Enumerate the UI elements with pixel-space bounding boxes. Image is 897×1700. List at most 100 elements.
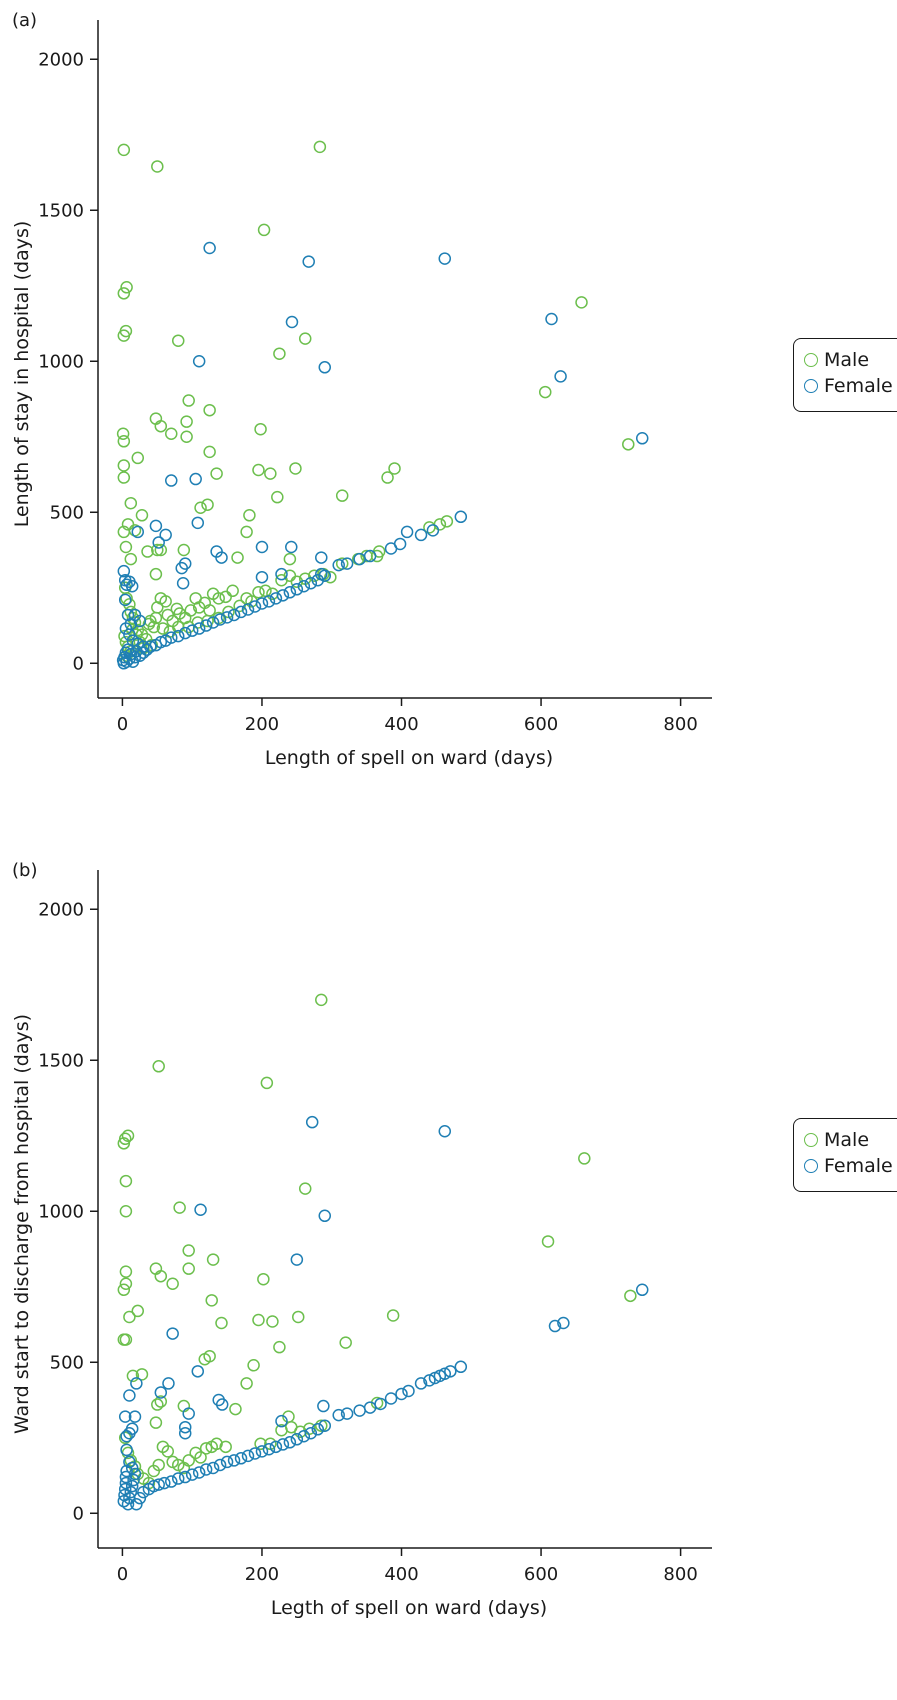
series-male	[117, 993, 637, 1490]
data-point-male	[120, 592, 133, 605]
data-point-female	[191, 516, 205, 530]
data-point-female	[199, 1463, 213, 1476]
data-point-male	[243, 509, 256, 522]
data-point-female	[130, 1497, 143, 1511]
data-point-female	[255, 540, 269, 554]
data-point-female	[276, 1438, 290, 1451]
data-point-male	[283, 552, 297, 566]
data-point-female	[269, 1440, 283, 1454]
x-tick-label: 200	[245, 714, 279, 735]
data-point-male	[151, 160, 164, 173]
data-point-female	[171, 1472, 185, 1485]
data-point-female	[123, 628, 136, 641]
data-point-male	[298, 1182, 312, 1195]
data-point-male	[124, 496, 138, 510]
data-point-female	[635, 432, 649, 445]
data-point-female	[128, 1467, 142, 1481]
data-point-male	[210, 467, 223, 480]
y-tick-label: 500	[50, 1352, 84, 1373]
data-point-female	[213, 1458, 227, 1472]
data-point-male	[386, 1309, 400, 1322]
male-marker-icon	[804, 1133, 818, 1147]
data-point-female	[165, 474, 178, 487]
legend-label: Male	[824, 1129, 870, 1151]
data-point-female	[133, 1491, 147, 1505]
data-point-female	[317, 1399, 330, 1413]
data-point-female	[185, 624, 199, 637]
data-point-female	[127, 1473, 140, 1487]
data-point-male	[219, 590, 232, 604]
data-point-male	[575, 296, 588, 309]
data-point-female	[269, 592, 283, 605]
data-point-female	[192, 355, 206, 368]
data-point-male	[289, 462, 302, 475]
data-point-female	[154, 1386, 168, 1399]
data-point-female	[444, 1365, 457, 1378]
data-point-female	[215, 1398, 229, 1411]
data-point-male	[252, 463, 265, 477]
data-point-male	[271, 490, 284, 504]
data-point-male	[233, 599, 246, 613]
data-point-female	[128, 1410, 142, 1423]
data-point-male	[578, 1152, 591, 1165]
data-point-female	[363, 549, 377, 563]
data-point-female	[131, 525, 145, 539]
data-point-male	[154, 1395, 168, 1408]
x-tick-label: 400	[384, 1564, 418, 1585]
data-point-female	[227, 1454, 241, 1467]
data-point-male	[117, 143, 131, 157]
data-point-male	[240, 1377, 253, 1390]
data-point-female	[311, 1423, 325, 1436]
data-point-female	[124, 1485, 138, 1499]
data-point-female	[285, 540, 298, 554]
data-point-female	[133, 614, 147, 628]
data-point-female	[149, 519, 163, 533]
legend-entry-male: Male	[804, 347, 897, 373]
data-point-male	[141, 545, 154, 558]
data-point-female	[118, 593, 132, 607]
data-point-female	[123, 1455, 136, 1469]
y-tick-label: 0	[73, 1503, 84, 1524]
data-point-female	[121, 608, 135, 622]
data-point-female	[283, 586, 297, 599]
data-point-female	[426, 524, 440, 537]
data-point-male	[131, 451, 145, 465]
data-point-male	[119, 540, 133, 554]
data-point-female	[400, 525, 414, 539]
y-axis-title: Ward start to discharge from hospital (d…	[11, 1014, 33, 1434]
data-point-female	[144, 640, 157, 653]
data-point-female	[302, 255, 315, 268]
data-point-female	[192, 622, 206, 635]
legend-label: Female	[824, 1155, 893, 1177]
data-point-female	[241, 1449, 255, 1463]
data-point-female	[119, 1470, 133, 1484]
data-point-male	[173, 1201, 186, 1214]
data-point-male	[147, 620, 161, 634]
x-tick-label: 800	[663, 1564, 697, 1585]
data-point-female	[165, 1475, 178, 1488]
data-point-female	[285, 315, 299, 329]
data-point-male	[339, 1336, 352, 1349]
data-point-male	[229, 1402, 242, 1416]
data-point-male	[264, 467, 277, 480]
scatter-plot-b: 0 200 400 600 800 0 500 1000 1500 2000 Legth of sp…	[11, 870, 712, 1619]
data-point-female	[423, 1374, 436, 1387]
data-point-female	[120, 578, 133, 591]
data-point-male	[149, 1416, 163, 1429]
data-point-male	[370, 549, 384, 563]
data-point-male	[165, 427, 178, 440]
data-point-female	[262, 1442, 276, 1456]
legend: Male Female	[793, 1118, 897, 1192]
male-marker-icon	[804, 353, 818, 367]
data-point-female	[178, 626, 192, 640]
scatter-plot-a: 0 200 400 600 800 0 500 1000 1500 2000 Length of s…	[11, 20, 712, 769]
data-point-male	[119, 1265, 133, 1278]
legend: Male Female	[793, 338, 897, 412]
data-point-female	[374, 1397, 387, 1411]
data-point-male	[166, 1277, 179, 1290]
y-tick-label: 500	[50, 502, 84, 523]
y-axis-title: Length of stay in hospital (days)	[11, 221, 33, 528]
data-point-male	[151, 1398, 164, 1411]
data-point-female	[189, 472, 202, 486]
data-point-female	[178, 1420, 192, 1434]
